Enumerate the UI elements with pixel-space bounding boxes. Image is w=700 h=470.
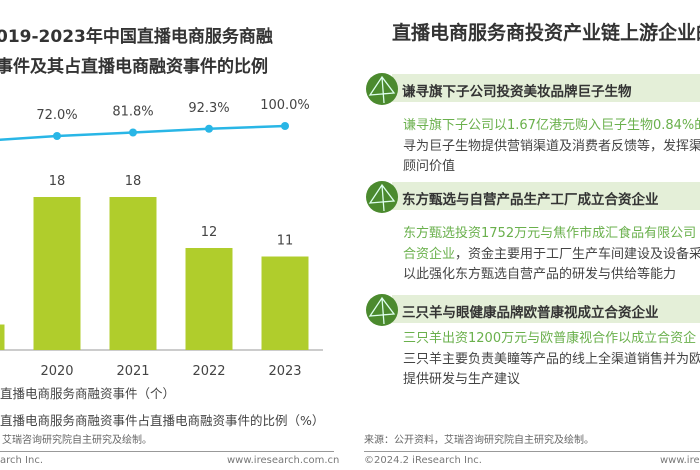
chart-area: 201918202018202112202211202372.0%81.8%92… — [0, 98, 323, 379]
item-heading: 三只羊与眼健康品牌欧普康视成立合资企业 — [402, 305, 659, 321]
bar-label-2021: 18 — [125, 174, 142, 189]
item-heading: 谦寻旗下子公司投资美妆品牌巨子生物 — [402, 84, 632, 100]
legend-line: 直播电商服务商融资事件占直播电商融资事件的比例（%） — [0, 413, 325, 428]
left-footer-copyright: arch Inc. — [0, 455, 43, 466]
ratio-label-2023: 100.0% — [260, 98, 310, 113]
item-text: ，资金主要用于工厂生产车间建设及设备采 — [455, 246, 700, 262]
item-line: 三只羊主要负责美瞳等产品的线上全渠道销售并为欧 — [403, 351, 700, 367]
right-footer-copyright: ©2024.2 iResearch Inc. — [364, 455, 482, 466]
bar-2019 — [0, 324, 5, 350]
item-highlight: 三只羊出资1200万元与欧普康视合作以成立合资企 — [403, 331, 697, 346]
item-line: 以此强化东方甄选自营产品的研发与供给等能力 — [403, 267, 677, 282]
right-footer-url[interactable]: www.ire — [660, 455, 700, 466]
ratio-label-2022: 92.3% — [188, 101, 229, 116]
ratio-point-2023 — [281, 122, 289, 131]
item-line: 顾问价值 — [403, 159, 456, 174]
item-body-1: 谦寻旗下子公司以1.67亿港元购入巨子生物0.84%的 寻为巨子生物提供营销渠道… — [403, 116, 700, 178]
network-globe-icon — [366, 181, 398, 213]
item-line: 合资企业，资金主要用于工厂生产车间建设及设备采 — [403, 245, 700, 266]
bar-label-2023: 11 — [277, 234, 294, 249]
item-line: 寻为巨子生物提供营销渠道及消费者反馈等，发挥渠 — [403, 138, 700, 154]
left-footer-url[interactable]: www.iresearch.com.cn — [227, 455, 340, 466]
ratio-point-2020 — [53, 132, 61, 140]
network-globe-icon — [366, 294, 398, 326]
bar-label-2022: 12 — [201, 225, 218, 240]
right-source: 来源：公开资料，艾瑞咨询研究院自主研究及绘制。 — [364, 435, 594, 446]
x-tick-2022: 2022 — [192, 364, 225, 379]
ratio-line — [0, 124, 286, 142]
item-highlight: 合资企业 — [403, 246, 456, 262]
x-tick-2023: 2023 — [268, 364, 301, 379]
network-globe-icon — [366, 73, 398, 105]
x-tick-2021: 2021 — [116, 364, 149, 379]
item-line: 提供研发与生产建议 — [403, 372, 521, 387]
ratio-point-2022 — [205, 124, 213, 133]
bar-2022 — [185, 248, 233, 350]
left-source: 艾瑞咨询研究院自主研究及绘制。 — [2, 435, 152, 446]
item-highlight: 东方甄选投资1752万元与焦作市成汇食品有限公司 — [403, 226, 697, 241]
item-heading: 东方甄选与自营产品生产工厂成立合资企业 — [402, 192, 659, 208]
bar-2020 — [33, 197, 81, 350]
left-divider — [0, 451, 334, 452]
chart-title-line1: 019-2023年中国直播电商服务商融 — [0, 27, 273, 47]
item-body-3: 三只羊出资1200万元与欧普康视合作以成立合资企 三只羊主要负责美瞳等产品的线上… — [403, 329, 700, 391]
item-highlight: 谦寻旗下子公司以1.67亿港元购入巨子生物0.84%的 — [403, 118, 700, 133]
bar-label-2020: 18 — [49, 174, 66, 189]
bar-2023 — [261, 256, 309, 350]
legend-bar: 直播电商服务商融资事件（个） — [0, 386, 176, 401]
item-header-3: 三只羊与眼健康品牌欧普康视成立合资企业 — [392, 295, 700, 323]
ratio-label-2020: 72.0% — [36, 108, 77, 123]
bar-2021 — [109, 197, 157, 350]
ratio-point-2021 — [129, 128, 137, 137]
item-header-2: 东方甄选与自营产品生产工厂成立合资企业 — [392, 182, 700, 210]
chart-title-line2: 事件及其占直播电商融资事件的比例 — [0, 57, 268, 77]
ratio-label-2021: 81.8% — [112, 105, 153, 120]
item-header-1: 谦寻旗下子公司投资美妆品牌巨子生物 — [392, 74, 700, 102]
right-divider — [364, 451, 700, 452]
right-title: 直播电商服务商投资产业链上游企业的 — [392, 22, 700, 44]
item-body-2: 东方甄选投资1752万元与焦作市成汇食品有限公司 合资企业，资金主要用于工厂生产… — [403, 224, 700, 286]
x-tick-2020: 2020 — [40, 364, 73, 379]
